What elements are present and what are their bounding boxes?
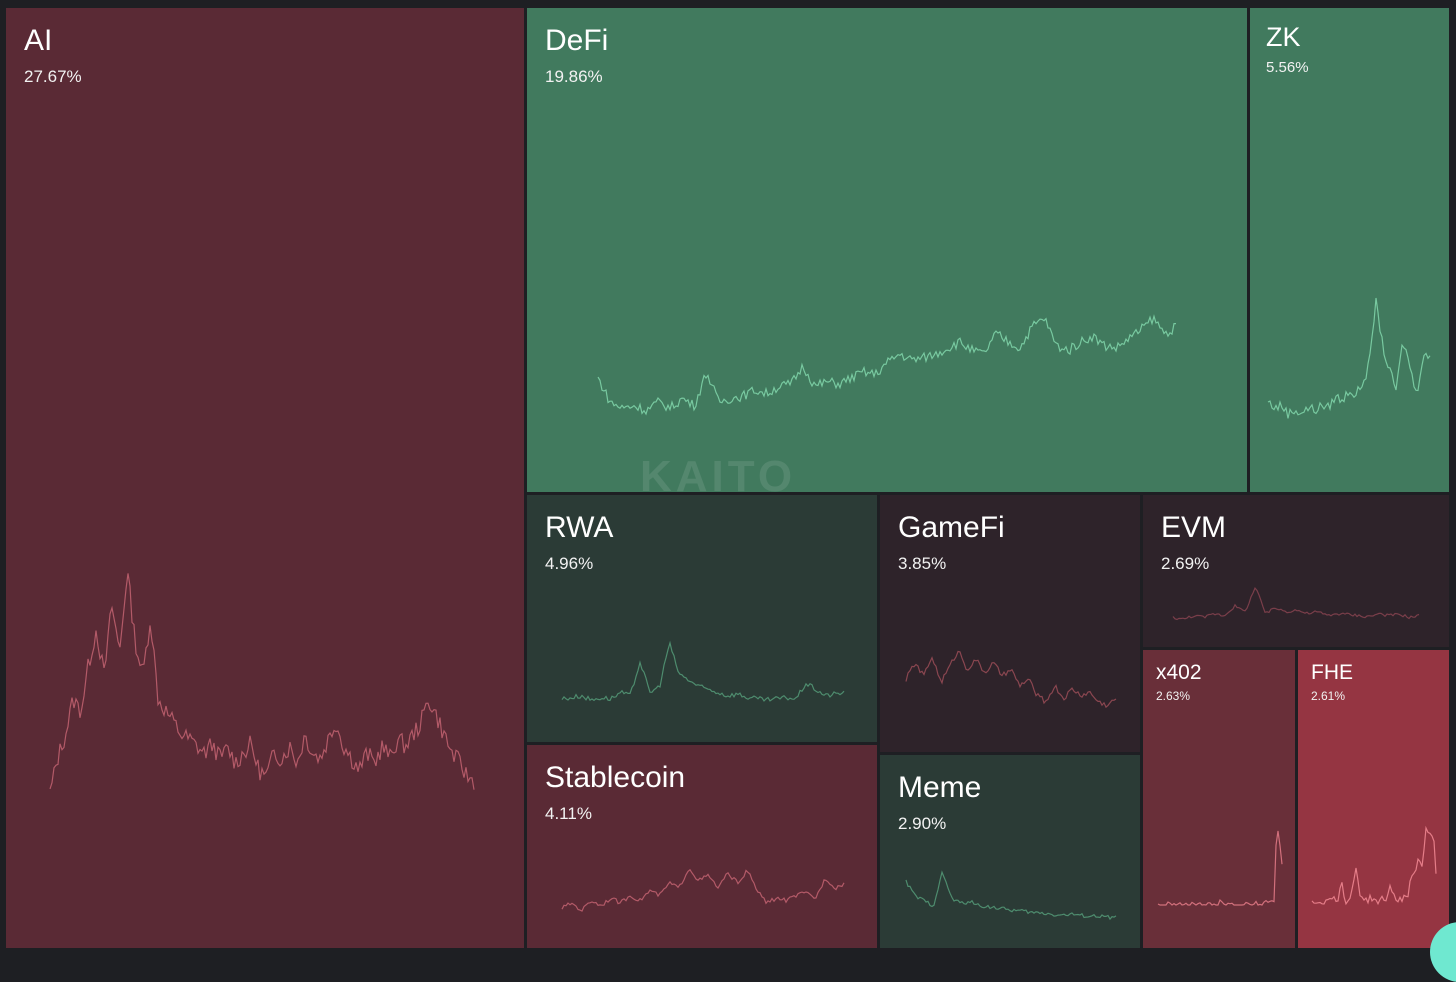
sparkline-path — [905, 870, 1117, 921]
tile-meme[interactable]: Meme 2.90% — [880, 755, 1140, 948]
tile-name: RWA — [545, 511, 614, 544]
tile-share: 5.56% — [1266, 59, 1309, 76]
tile-share: 19.86% — [545, 67, 603, 86]
tile-share: 27.67% — [24, 67, 82, 86]
sparkline-path — [561, 640, 845, 702]
sparkline-path — [49, 573, 475, 790]
tile-share: 3.85% — [898, 554, 947, 573]
tile-name: ZK — [1266, 22, 1301, 52]
sparkline — [561, 640, 845, 702]
tile-x402[interactable]: x402 2.63% — [1143, 650, 1295, 948]
sparkline-path — [597, 314, 1176, 416]
tile-fhe[interactable]: FHE 2.61% — [1298, 650, 1449, 948]
sparkline-path — [1172, 586, 1420, 621]
sparkline-path — [1157, 830, 1283, 906]
tile-evm[interactable]: EVM 2.69% — [1143, 495, 1449, 647]
sparkline — [1311, 825, 1437, 906]
sparkline-path — [905, 650, 1117, 709]
sparkline — [905, 870, 1117, 921]
sparkline-path — [561, 868, 845, 912]
tile-share: 4.96% — [545, 554, 594, 573]
tile-name: GameFi — [898, 511, 1005, 544]
sparkline — [1172, 586, 1420, 621]
sparkline — [1267, 297, 1431, 419]
tile-name: EVM — [1161, 511, 1227, 544]
tile-share: 2.90% — [898, 814, 947, 833]
tile-zk[interactable]: ZK 5.56% — [1250, 8, 1449, 492]
tile-name: Meme — [898, 771, 982, 804]
tile-name: FHE — [1311, 661, 1353, 684]
tile-name: x402 — [1156, 661, 1202, 684]
tile-name: AI — [24, 24, 53, 57]
sparkline-path — [1267, 297, 1431, 419]
sparkline — [905, 650, 1117, 709]
treemap: AI 27.67% DeFi 19.86% ZK 5.56% RWA 4.96% Stablec… — [6, 8, 1449, 948]
tile-share: 2.69% — [1161, 554, 1210, 573]
sparkline-path — [1311, 825, 1437, 906]
tile-gamefi[interactable]: GameFi 3.85% — [880, 495, 1140, 752]
sparkline — [597, 314, 1176, 416]
sparkline — [1157, 830, 1283, 906]
tile-defi[interactable]: DeFi 19.86% — [527, 8, 1247, 492]
tile-rwa[interactable]: RWA 4.96% — [527, 495, 877, 742]
tile-share: 4.11% — [545, 804, 592, 823]
tile-share: 2.61% — [1311, 689, 1346, 703]
tile-stablecoin[interactable]: Stablecoin 4.11% — [527, 745, 877, 948]
tile-name: DeFi — [545, 24, 609, 57]
sparkline — [49, 573, 475, 790]
sparkline — [561, 868, 845, 912]
tile-share: 2.63% — [1156, 689, 1191, 703]
tile-ai[interactable]: AI 27.67% — [6, 8, 524, 948]
tile-name: Stablecoin — [545, 761, 686, 794]
